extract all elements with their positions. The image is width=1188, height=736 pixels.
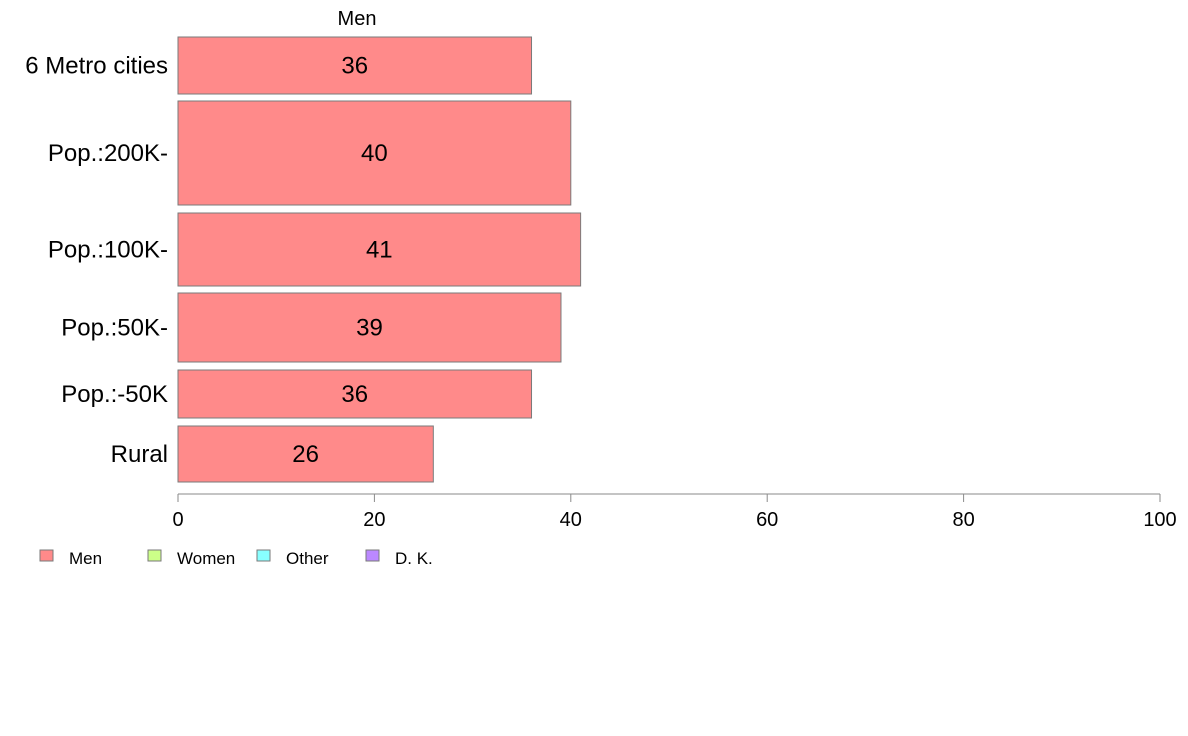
category-label: Pop.:50K- xyxy=(61,315,168,342)
x-axis: 0 20 40 60 80 100 xyxy=(172,493,1177,531)
bars-group: 36 40 41 39 36 26 xyxy=(177,36,582,483)
bar-0 xyxy=(177,36,533,95)
bar-value-label: 39 xyxy=(356,315,383,342)
category-label: Pop.:-50K xyxy=(61,381,168,408)
x-tick-label: 100 xyxy=(1143,509,1176,531)
x-tick-label: 40 xyxy=(560,509,582,531)
x-tick-label: 80 xyxy=(952,509,974,531)
category-label: Pop.:100K- xyxy=(48,237,168,264)
bar-value-label: 36 xyxy=(341,381,368,408)
legend-swatch xyxy=(147,549,162,562)
bar-5 xyxy=(177,425,434,483)
category-label: Rural xyxy=(111,441,168,468)
category-label: Pop.:200K- xyxy=(48,140,168,167)
bar-3 xyxy=(177,292,562,363)
bar-value-label: 41 xyxy=(366,237,393,264)
x-tick-label: 20 xyxy=(363,509,385,531)
bar-4 xyxy=(177,369,533,419)
legend-label: Women xyxy=(177,549,235,568)
x-tick-label: 60 xyxy=(756,509,778,531)
legend-label: Other xyxy=(286,549,329,568)
bar-value-label: 26 xyxy=(292,441,319,468)
bar-value-label: 36 xyxy=(341,53,368,80)
bar-1 xyxy=(177,100,572,206)
legend: Men Women Other D. K. xyxy=(39,549,433,568)
legend-label: Men xyxy=(69,549,102,568)
bar-value-label: 40 xyxy=(361,140,388,167)
x-tick-label: 0 xyxy=(172,509,183,531)
bar-2 xyxy=(177,212,582,287)
category-label: 6 Metro cities xyxy=(25,53,168,80)
legend-swatch xyxy=(256,549,271,562)
legend-swatch xyxy=(39,549,54,562)
chart-title: Men xyxy=(338,8,377,30)
category-labels: 6 Metro cities Pop.:200K- Pop.:100K- Pop.:5… xyxy=(25,53,168,469)
legend-label: D. K. xyxy=(395,549,433,568)
legend-swatch xyxy=(365,549,380,562)
